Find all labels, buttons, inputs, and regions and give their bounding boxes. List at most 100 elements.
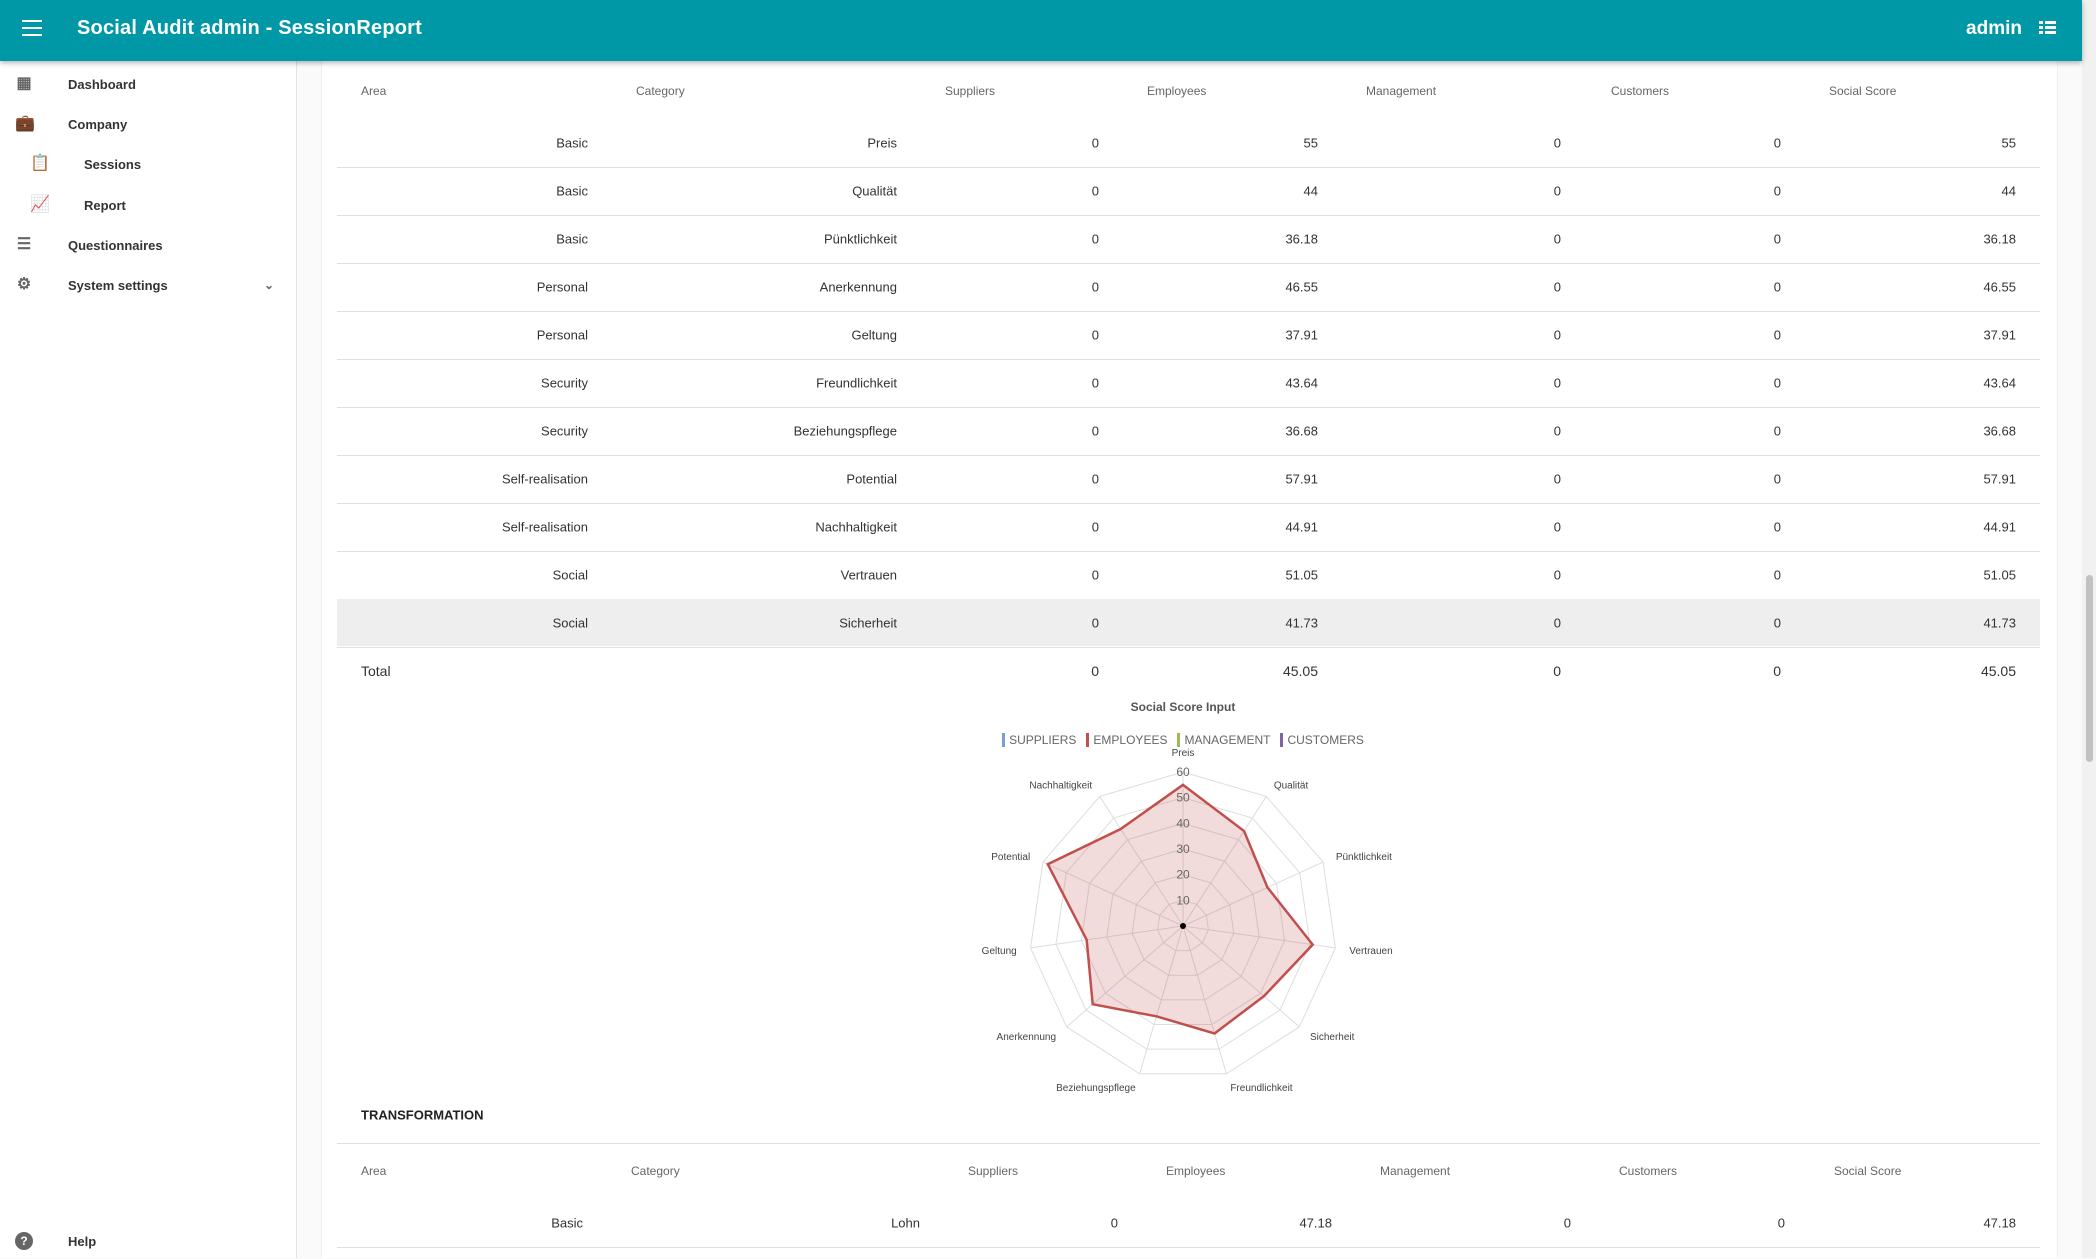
row-divider: [337, 455, 2040, 456]
user-name[interactable]: admin: [1966, 18, 2022, 40]
help-icon: ?: [15, 1232, 33, 1250]
table-cell: Anerkennung: [820, 280, 897, 295]
column-header[interactable]: Management: [1380, 1164, 1450, 1178]
table-cell: Potential: [846, 472, 897, 487]
table-cell: 0: [1092, 184, 1099, 199]
legend-label: CUSTOMERS: [1287, 733, 1363, 747]
sidebar-item-sessions[interactable]: 📋 Sessions: [0, 146, 297, 182]
table-cell: 0: [1564, 1216, 1571, 1231]
table-cell: Security: [541, 424, 588, 439]
row-divider: [337, 311, 2040, 312]
table-cell: 0: [1774, 184, 1781, 199]
legend-label: MANAGEMENT: [1184, 733, 1270, 747]
row-divider: [337, 263, 2040, 264]
column-header[interactable]: Social Score: [1829, 84, 1896, 98]
table-cell: 0: [1774, 520, 1781, 535]
sidebar-item-label: Sessions: [84, 157, 141, 172]
list-icon[interactable]: [2039, 21, 2056, 36]
table-cell: 0: [1774, 568, 1781, 583]
report-chart-icon: 📈: [30, 196, 48, 214]
app-bar: Social Audit admin - SessionReport admin: [0, 0, 2082, 61]
scrollbar-thumb[interactable]: [2086, 575, 2093, 762]
column-header[interactable]: Area: [361, 84, 386, 98]
row-divider: [337, 647, 2040, 648]
sidebar-item-system-settings[interactable]: ⚙ System settings ⌄: [0, 267, 297, 303]
table-cell: 43.64: [1285, 376, 1318, 391]
table-cell: Basic: [556, 232, 588, 247]
row-divider: [337, 359, 2040, 360]
table-cell: 41.73: [1983, 616, 2016, 631]
table-cell: Self-realisation: [502, 520, 588, 535]
table-cell: 0: [1092, 472, 1099, 487]
table-cell: Freundlichkeit: [816, 376, 897, 391]
column-header[interactable]: Employees: [1166, 1164, 1225, 1178]
table-cell: 0: [1774, 328, 1781, 343]
table-cell: 0: [1092, 616, 1099, 631]
sidebar-item-dashboard[interactable]: ▦ Dashboard: [0, 66, 297, 102]
total-value: 0: [1773, 663, 1781, 679]
row-divider: [337, 551, 2040, 552]
table-cell: 0: [1778, 1216, 1785, 1231]
checklist-icon: ☰: [15, 236, 33, 254]
chart-title: Social Score Input: [983, 700, 1383, 714]
column-header[interactable]: Social Score: [1834, 1164, 1901, 1178]
table-cell: 57.91: [1285, 472, 1318, 487]
table-cell: Beziehungspflege: [794, 424, 897, 439]
sidebar: ▦ Dashboard 💼 Company 📋 Sessions 📈 Repor…: [0, 61, 297, 1258]
chevron-down-icon[interactable]: ⌄: [260, 276, 278, 294]
table-cell: 0: [1554, 136, 1561, 151]
column-header[interactable]: Suppliers: [945, 84, 995, 98]
column-header[interactable]: Customers: [1611, 84, 1669, 98]
table-cell: 57.91: [1983, 472, 2016, 487]
legend-item[interactable]: SUPPLIERS: [1002, 733, 1076, 747]
legend-swatch: [1086, 733, 1089, 747]
table-cell: 0: [1092, 232, 1099, 247]
column-header[interactable]: Customers: [1619, 1164, 1677, 1178]
legend-item[interactable]: EMPLOYEES: [1086, 733, 1167, 747]
column-header[interactable]: Category: [631, 1164, 680, 1178]
column-header[interactable]: Employees: [1147, 84, 1206, 98]
table-cell: 44: [1304, 184, 1318, 199]
sidebar-item-questionnaires[interactable]: ☰ Questionnaires: [0, 227, 297, 263]
table-cell: 47.18: [1983, 1216, 2016, 1231]
column-header[interactable]: Management: [1366, 84, 1436, 98]
sidebar-item-label: Help: [68, 1234, 96, 1249]
table-cell: Sicherheit: [839, 616, 897, 631]
sidebar-item-report[interactable]: 📈 Report: [0, 187, 297, 223]
table-cell: 0: [1554, 424, 1561, 439]
table-cell: 44.91: [1285, 520, 1318, 535]
sidebar-item-help[interactable]: ? Help: [0, 1223, 297, 1259]
table-cell: 0: [1092, 424, 1099, 439]
row-divider: [337, 167, 2040, 168]
page-title: Social Audit admin - SessionReport: [77, 17, 422, 40]
sidebar-item-label: Company: [68, 117, 127, 132]
table-cell: Personal: [537, 328, 588, 343]
column-header[interactable]: Suppliers: [968, 1164, 1018, 1178]
legend-item[interactable]: CUSTOMERS: [1280, 733, 1363, 747]
sidebar-item-company[interactable]: 💼 Company: [0, 106, 297, 142]
legend-swatch: [1177, 733, 1180, 747]
scrollbar[interactable]: [2082, 0, 2096, 1258]
column-header[interactable]: Area: [361, 1164, 386, 1178]
table-cell: 0: [1092, 328, 1099, 343]
sidebar-item-label: Dashboard: [68, 77, 136, 92]
table-cell: Vertrauen: [841, 568, 897, 583]
table-cell: 46.55: [1983, 280, 2016, 295]
table-cell: Geltung: [851, 328, 897, 343]
section-divider: [337, 1143, 2040, 1144]
row-divider: [337, 215, 2040, 216]
table-cell: Nachhaltigkeit: [815, 520, 897, 535]
total-label: Total: [361, 663, 391, 679]
legend-item[interactable]: MANAGEMENT: [1177, 733, 1270, 747]
row-divider: [337, 407, 2040, 408]
sidebar-item-label: System settings: [68, 278, 168, 293]
table-cell: Security: [541, 376, 588, 391]
table-cell: 0: [1774, 424, 1781, 439]
table-cell: Lohn: [891, 1216, 920, 1231]
column-header[interactable]: Category: [636, 84, 685, 98]
table-cell: 44: [2002, 184, 2016, 199]
hamburger-icon[interactable]: [22, 20, 42, 36]
table-cell: Social: [553, 568, 588, 583]
table-cell: Basic: [551, 1216, 583, 1231]
table-cell: 0: [1774, 376, 1781, 391]
